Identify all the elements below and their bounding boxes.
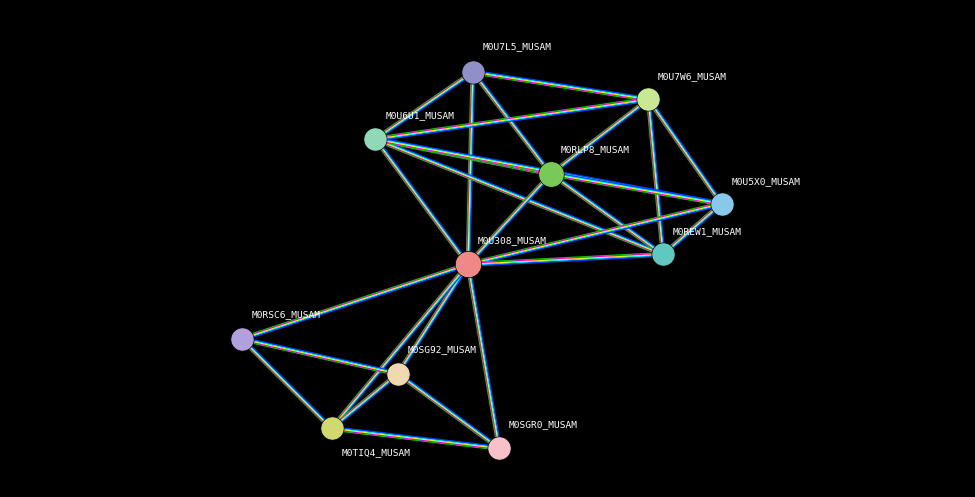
Point xyxy=(491,444,507,452)
Point xyxy=(390,370,406,378)
Text: M0U5X0_MUSAM: M0U5X0_MUSAM xyxy=(731,177,800,186)
Point xyxy=(324,424,339,432)
Text: M0U7L5_MUSAM: M0U7L5_MUSAM xyxy=(483,42,552,51)
Text: M0RSC6_MUSAM: M0RSC6_MUSAM xyxy=(252,311,321,320)
Point xyxy=(465,68,481,76)
Point xyxy=(460,260,476,268)
Text: M0U308_MUSAM: M0U308_MUSAM xyxy=(478,236,547,245)
Point xyxy=(368,135,383,143)
Text: M0SG92_MUSAM: M0SG92_MUSAM xyxy=(408,345,477,354)
Text: M0REW1_MUSAM: M0REW1_MUSAM xyxy=(673,228,742,237)
Point xyxy=(655,250,671,258)
Point xyxy=(714,200,729,208)
Text: M0SGR0_MUSAM: M0SGR0_MUSAM xyxy=(509,420,578,429)
Text: M0RLP8_MUSAM: M0RLP8_MUSAM xyxy=(561,146,630,155)
Text: M0U6U1_MUSAM: M0U6U1_MUSAM xyxy=(385,111,454,120)
Text: M0TIQ4_MUSAM: M0TIQ4_MUSAM xyxy=(341,448,410,457)
Point xyxy=(641,95,656,103)
Point xyxy=(543,170,559,178)
Text: M0U7W6_MUSAM: M0U7W6_MUSAM xyxy=(658,73,727,82)
Point xyxy=(234,335,250,343)
